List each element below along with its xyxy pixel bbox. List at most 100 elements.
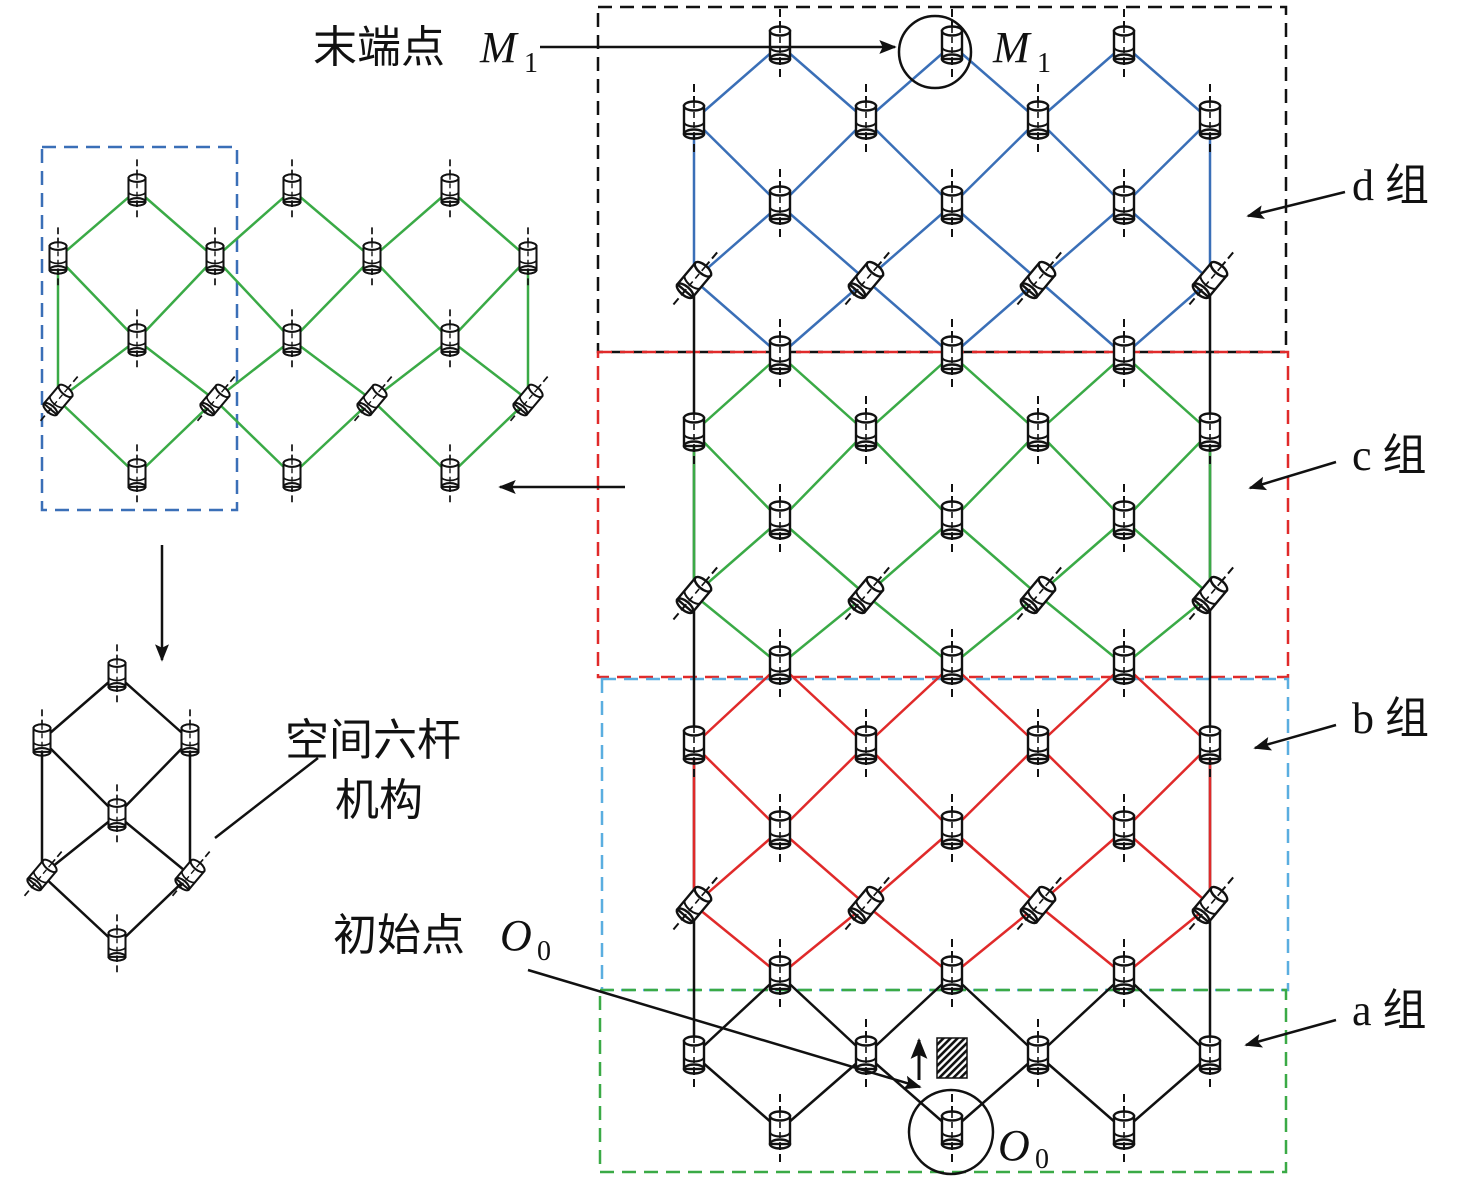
joint-axis-inner — [1197, 580, 1223, 610]
group-c-link — [951, 594, 1039, 666]
revolute-joint — [440, 159, 460, 221]
end-point-label: 末端点 — [313, 23, 445, 72]
joint-bottom — [768, 528, 792, 540]
group-d-link — [951, 204, 1039, 281]
joint-bottom — [682, 1063, 706, 1075]
group-b-link — [779, 664, 867, 746]
revolute-joint-tilted — [670, 251, 718, 309]
revolute-joint-tilted — [842, 876, 890, 934]
revolute-joint-tilted — [842, 251, 890, 309]
joint-bottom — [1019, 597, 1039, 615]
group-d-link — [1123, 119, 1211, 206]
joint-bottom — [1198, 1063, 1222, 1075]
mechanism-label-line2: 机构 — [335, 776, 423, 825]
extracted-module-link — [291, 257, 373, 341]
group-b-link — [1123, 904, 1211, 976]
joint-bottom — [768, 1138, 792, 1150]
start-point-symbol: O — [500, 911, 532, 960]
revolute-joint — [1112, 484, 1136, 556]
group-b-link — [1123, 664, 1211, 746]
revolute-joint — [205, 227, 225, 289]
group-c-link — [1037, 431, 1125, 521]
group-d-link — [1037, 44, 1125, 121]
start-point-subscript-right: 0 — [1035, 1144, 1049, 1175]
group-d-link — [865, 44, 953, 121]
revolute-joint — [1198, 84, 1222, 156]
joint-bottom — [847, 597, 867, 615]
revolute-joint — [940, 939, 964, 1011]
revolute-joint — [107, 644, 127, 706]
joint-bottom — [1026, 1063, 1050, 1075]
joint-bottom — [1112, 213, 1136, 225]
group-d-link — [1123, 279, 1211, 356]
joint-bottom — [1112, 53, 1136, 65]
group-b-link — [865, 664, 953, 746]
revolute-joint — [1112, 939, 1136, 1011]
group-d-link — [1123, 44, 1211, 121]
joint-bottom — [199, 401, 216, 417]
joint-bottom — [940, 983, 964, 995]
group-a-link — [951, 1054, 1039, 1131]
group-c-link — [1123, 519, 1211, 596]
group-c-link — [779, 594, 867, 666]
group-c-link — [693, 354, 781, 433]
group-c-link — [693, 431, 781, 521]
revolute-joint — [282, 159, 302, 221]
joint-bottom — [26, 876, 43, 892]
mechanism-label-line1: 空间六杆 — [285, 716, 461, 765]
joint-bottom — [768, 53, 792, 65]
group-b-link — [865, 744, 953, 831]
group-a-link — [865, 974, 953, 1056]
group-d-link — [693, 44, 781, 121]
revolute-joint — [768, 319, 792, 391]
joint-axis-inner — [204, 387, 226, 413]
group-b-link — [693, 904, 781, 976]
group-c-arrow — [1248, 460, 1337, 491]
revolute-joint — [282, 309, 302, 371]
joint-bottom — [107, 952, 127, 962]
group-b-link — [951, 904, 1039, 976]
joint-bottom — [768, 838, 792, 850]
group-b-link — [951, 744, 1039, 831]
joint-bottom — [282, 197, 302, 207]
joint-bottom — [440, 347, 460, 357]
joint-bottom — [1191, 597, 1211, 615]
revolute-joint — [107, 784, 127, 846]
group-c-link — [865, 354, 953, 433]
joint-bottom — [1112, 528, 1136, 540]
revolute-joint — [32, 709, 52, 771]
extracted-module-link — [214, 399, 293, 476]
revolute-joint-tilted — [1186, 566, 1234, 624]
joint-bottom — [1019, 282, 1039, 300]
joint-bottom — [940, 53, 964, 65]
joint-bottom — [940, 213, 964, 225]
start-point-symbol-right: O — [998, 1121, 1030, 1170]
revolute-joint — [1026, 1019, 1050, 1091]
joint-bottom — [1112, 838, 1136, 850]
joint-bottom — [854, 753, 878, 765]
group-d-link — [951, 279, 1039, 356]
revolute-joint — [682, 1019, 706, 1091]
six-bar-link — [116, 874, 191, 946]
joint-bottom — [205, 265, 225, 275]
extracted-module-link — [214, 189, 293, 259]
extracted-module-link — [136, 399, 216, 476]
joint-bottom — [362, 265, 382, 275]
joint-bottom — [1026, 753, 1050, 765]
group-d-link — [693, 279, 781, 356]
joint-bottom — [1112, 363, 1136, 375]
revolute-joint-tilted — [507, 376, 549, 424]
revolute-joint-tilted — [1014, 876, 1062, 934]
joint-bottom — [518, 265, 538, 275]
joint-axis-inner — [47, 387, 69, 413]
end-point-subscript-right: 1 — [1037, 48, 1051, 79]
revolute-joint — [107, 914, 127, 976]
end-point-symbol-right: M — [992, 23, 1032, 72]
joint-bottom — [1026, 128, 1050, 140]
joint-axis-inner — [1197, 265, 1223, 295]
extracted-module-link — [291, 189, 373, 259]
joint-bottom — [42, 401, 59, 417]
group-d-link — [693, 119, 781, 206]
